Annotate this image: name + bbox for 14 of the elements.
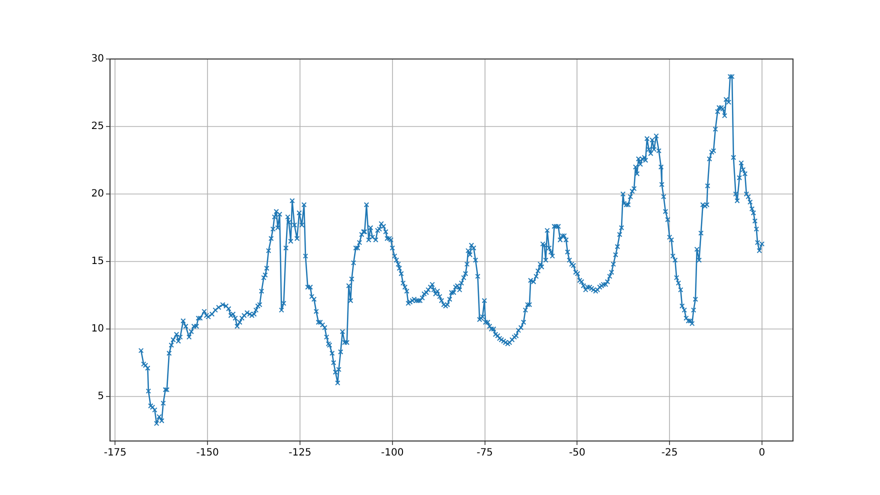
x-tick-label: -100 (381, 448, 404, 459)
y-tick-label: 20 (91, 188, 104, 200)
y-tick-label: 30 (91, 54, 104, 65)
y-tick-label: 15 (91, 256, 104, 268)
y-tick-label: 5 (98, 391, 104, 402)
x-tick-label: -150 (196, 448, 219, 459)
y-tick-label: 10 (91, 324, 104, 335)
x-tick-label: 0 (758, 448, 766, 459)
x-tick-label: -175 (104, 448, 127, 459)
x-tick-label: -25 (661, 448, 678, 459)
x-tick-label: -75 (476, 448, 493, 459)
x-tick-label: -125 (288, 448, 312, 459)
x-tick-label: -50 (568, 448, 586, 459)
y-tick-label: 25 (91, 121, 104, 132)
